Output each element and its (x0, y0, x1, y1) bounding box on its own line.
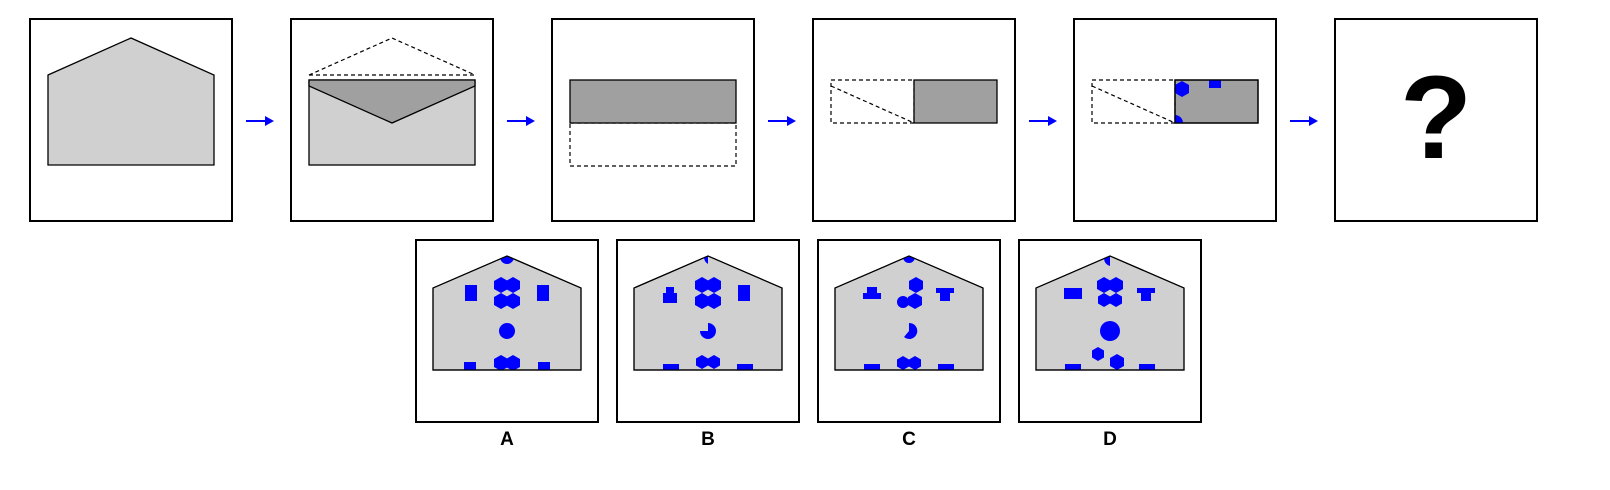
option-b-panel[interactable] (616, 239, 800, 423)
step-2-figure (308, 37, 476, 166)
option-a-figure (432, 255, 582, 371)
option-c-figure (834, 255, 984, 371)
hexagon-hole (1175, 81, 1189, 97)
arrow-icon (1029, 116, 1057, 126)
answer-panel: ? (1334, 18, 1538, 222)
step-1-figure (47, 37, 215, 166)
arrow-icon (1290, 116, 1318, 126)
option-d-figure (1035, 255, 1185, 371)
step-3-figure (569, 79, 737, 167)
step-4-panel (812, 18, 1016, 222)
square-hole (1209, 80, 1221, 88)
unfolded-envelope (633, 255, 783, 371)
step-1-panel (29, 18, 233, 222)
step-2-panel (290, 18, 494, 222)
step-5-panel (1073, 18, 1277, 222)
unfolded-envelope (834, 255, 984, 371)
option-b-figure (633, 255, 783, 371)
question-figure: ? (1400, 52, 1472, 184)
option-d-label[interactable]: D (1103, 429, 1117, 450)
arrow-icon (768, 116, 796, 126)
option-a-panel[interactable] (415, 239, 599, 423)
unfolded-envelope (1035, 255, 1185, 371)
semicircle-hole (1175, 115, 1183, 123)
option-a-label[interactable]: A (500, 429, 514, 450)
arrow-icon (246, 116, 274, 126)
folded-half-outline (569, 122, 737, 167)
unfolded-envelope (432, 255, 582, 371)
question-mark: ? (1400, 52, 1472, 184)
option-d-panel[interactable] (1018, 239, 1202, 423)
folded-flap-outline (308, 37, 476, 76)
envelope-shape (47, 37, 215, 166)
folded-left-outline (830, 79, 915, 124)
arrow-icon (507, 116, 535, 126)
option-c-panel[interactable] (817, 239, 1001, 423)
step-5-figure (1091, 79, 1259, 124)
option-c-label[interactable]: C (902, 429, 916, 450)
step-3-panel (551, 18, 755, 222)
option-b-label[interactable]: B (701, 429, 715, 450)
flap-shape (308, 79, 476, 124)
folded-rectangle (569, 79, 737, 124)
folded-square (913, 79, 998, 124)
step-4-figure (830, 79, 998, 124)
